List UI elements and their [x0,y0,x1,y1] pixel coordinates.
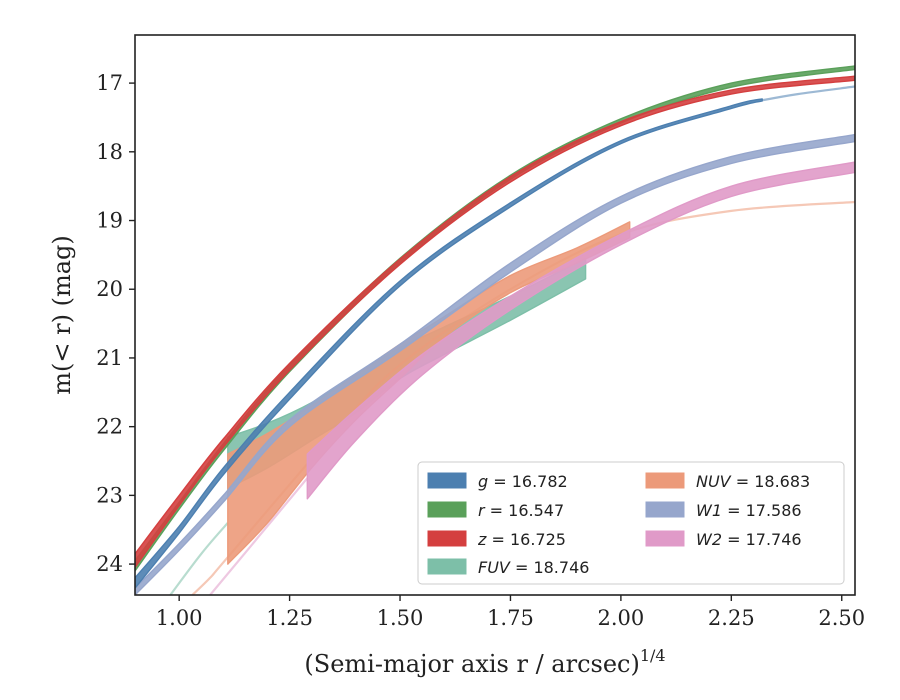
series-g-faint-line [761,85,855,102]
x-tick-label: 2.50 [818,606,865,630]
y-tick-label: 17 [96,71,123,95]
series-w1-band [135,133,855,595]
x-tick-label: 1.25 [266,606,313,630]
legend-label-nuv: NUV = 18.683 [696,472,810,491]
legend-label-z: z = 16.725 [477,530,566,549]
plot-frame [134,34,856,596]
legend: g = 16.782 r = 16.547 z = 16.725 FUV = 18.7… [417,461,845,585]
legend-swatch-w1 [645,501,685,518]
x-tick-label: 1.00 [156,606,203,630]
x-axis-label-text: (Semi-major axis r / arcsec) [304,650,639,678]
y-tick-label: 20 [96,277,123,301]
y-axis-ticks: 17 18 19 20 21 22 23 24 [96,71,135,576]
x-axis-label-exponent: 1/4 [640,646,666,665]
x-tick-label: 1.75 [487,606,534,630]
x-tick-label: 2.00 [598,606,645,630]
legend-label-w2: W2 = 17.746 [696,530,802,549]
x-axis-ticks: 1.00 1.25 1.50 1.75 2.00 2.25 2.50 [156,595,865,630]
legend-swatch-w2 [645,530,685,547]
y-axis-label: m(< r) (mag) [48,235,76,394]
y-tick-label: 19 [96,209,123,233]
plot-area [135,65,855,595]
y-tick-label: 21 [96,346,123,370]
series-g-band [135,98,763,589]
series-w2-faint-line [209,477,309,595]
x-tick-label: 2.25 [708,606,755,630]
y-tick-label: 24 [96,552,123,576]
series-fuv-faint-line [169,522,229,595]
legend-label-g: g = 16.782 [478,472,568,491]
legend-swatch-z [427,530,467,547]
legend-swatch-r [427,501,467,518]
y-tick-label: 22 [96,415,123,439]
legend-swatch-g [427,472,467,489]
series-w2-band [306,161,855,500]
legend-label-r: r = 16.547 [478,501,564,520]
legend-label-fuv: FUV = 18.746 [478,558,589,577]
y-tick-label: 23 [96,483,123,507]
y-tick-label: 18 [96,140,123,164]
x-axis-label: (Semi-major axis r / arcsec)1/4 [304,646,665,678]
legend-box [417,461,845,585]
x-tick-label: 1.50 [377,606,424,630]
series-z-band [135,75,855,569]
legend-label-w1: W1 = 17.586 [696,501,802,520]
legend-swatch-nuv [645,472,685,489]
legend-swatch-fuv [427,558,467,575]
